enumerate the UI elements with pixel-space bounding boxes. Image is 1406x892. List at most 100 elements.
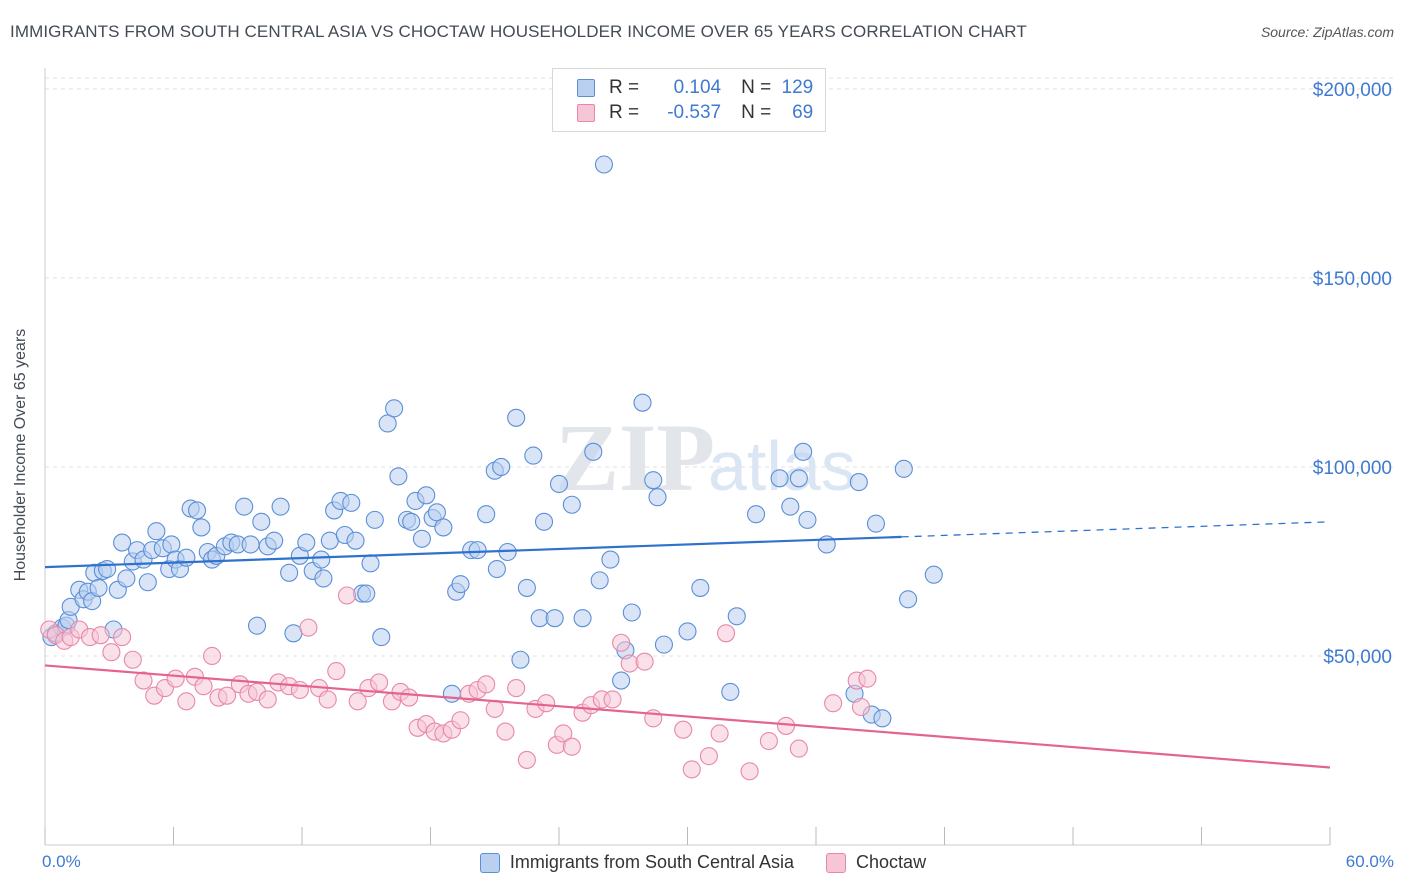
data-point-blue xyxy=(147,522,166,541)
data-point-pink xyxy=(759,731,778,751)
data-point-blue xyxy=(507,408,526,427)
data-point-blue xyxy=(678,622,697,641)
data-point-blue xyxy=(781,497,800,516)
data-point-blue xyxy=(873,709,892,728)
data-point-blue xyxy=(633,393,652,412)
data-point-pink xyxy=(370,673,389,692)
data-point-blue xyxy=(517,578,536,597)
data-point-pink xyxy=(337,586,357,605)
data-point-pink xyxy=(258,690,277,709)
data-point-pink xyxy=(620,654,639,673)
data-point-blue xyxy=(314,569,333,588)
data-point-blue xyxy=(113,533,132,552)
data-point-blue xyxy=(442,684,461,703)
data-point-blue xyxy=(361,554,380,573)
data-point-blue xyxy=(511,650,530,669)
data-point-blue xyxy=(648,488,667,507)
grid xyxy=(45,77,1395,657)
legend-r-value: -0.537 xyxy=(667,102,722,123)
data-point-pink xyxy=(134,671,153,690)
legend-r-label: R = xyxy=(609,102,640,123)
data-point-blue xyxy=(312,550,331,569)
data-point-pink xyxy=(612,633,631,652)
data-point-blue xyxy=(177,548,196,567)
data-point-pink xyxy=(562,737,581,756)
data-point-pink xyxy=(517,750,536,769)
source-label: Source: ZipAtlas.com xyxy=(1260,24,1394,40)
trend-lines xyxy=(44,521,1331,769)
data-point-pink xyxy=(327,662,346,681)
data-point-pink xyxy=(203,646,222,666)
data-point-pink xyxy=(776,716,796,735)
data-point-pink xyxy=(348,692,367,711)
data-point-blue xyxy=(451,575,470,594)
data-point-blue xyxy=(385,399,404,418)
data-point-blue xyxy=(342,493,361,512)
data-point-blue xyxy=(117,569,136,588)
data-point-blue xyxy=(417,486,436,505)
data-point-pink xyxy=(166,669,185,688)
data-point-blue xyxy=(849,473,868,492)
data-point-pink xyxy=(217,686,237,705)
legend-row-blue: R = 0.104 N = 129 xyxy=(577,77,813,99)
data-point-blue xyxy=(866,514,886,533)
data-point-blue xyxy=(562,495,581,514)
legend-label: Immigrants from South Central Asia xyxy=(509,852,795,872)
legend-n-value: 69 xyxy=(792,102,814,123)
data-point-blue xyxy=(746,505,766,524)
data-point-blue xyxy=(691,578,710,597)
data-point-blue xyxy=(798,510,817,529)
data-point-pink xyxy=(507,679,526,698)
data-point-blue xyxy=(280,563,299,582)
data-point-blue xyxy=(549,474,569,494)
data-point-pink xyxy=(710,724,729,743)
series-legend: Immigrants from South Central Asia Choct… xyxy=(0,852,1406,873)
data-point-pink xyxy=(451,711,470,730)
data-point-pink xyxy=(635,652,654,671)
data-point-blue xyxy=(389,467,408,486)
data-point-blue xyxy=(594,155,614,174)
data-point-pink xyxy=(537,694,556,713)
legend-swatch-pink xyxy=(577,104,595,122)
data-point-blue xyxy=(477,505,496,524)
legend-r-value: 0.104 xyxy=(673,77,722,98)
data-point-pink xyxy=(699,747,718,766)
legend-r-label: R = xyxy=(609,77,640,98)
data-point-blue xyxy=(265,531,284,550)
data-point-blue xyxy=(789,469,808,488)
data-point-pink xyxy=(554,724,573,743)
y-tick-label: $150,000 xyxy=(1313,269,1392,290)
watermark-zip: ZIP xyxy=(555,404,715,511)
data-point-blue xyxy=(412,529,431,548)
data-point-blue xyxy=(357,584,376,603)
data-point-blue xyxy=(924,565,943,584)
x-tick-label-max: 60.0% xyxy=(1345,852,1394,871)
data-point-blue xyxy=(894,459,913,478)
data-point-blue xyxy=(162,535,181,554)
data-point-blue xyxy=(584,442,603,461)
data-point-pink xyxy=(858,669,877,688)
data-point-blue xyxy=(252,512,271,531)
series-pink-points xyxy=(40,586,877,781)
data-point-blue xyxy=(770,469,789,488)
data-point-pink xyxy=(400,688,419,707)
data-point-blue xyxy=(372,628,391,647)
data-point-blue xyxy=(727,607,746,626)
data-point-pink xyxy=(740,762,759,781)
data-point-pink xyxy=(674,720,693,739)
data-point-blue xyxy=(247,616,267,635)
data-point-pink xyxy=(485,699,504,718)
correlation-legend: R = 0.104 N = 129 R = -0.537 N = 69 xyxy=(552,68,826,132)
data-point-blue xyxy=(402,512,421,531)
chart-title: IMMIGRANTS FROM SOUTH CENTRAL ASIA VS CH… xyxy=(10,22,1027,41)
legend-item-blue: Immigrants from South Central Asia xyxy=(479,852,795,873)
data-point-pink xyxy=(91,626,110,645)
data-point-blue xyxy=(427,503,446,522)
data-point-blue xyxy=(89,578,108,597)
data-point-blue xyxy=(622,603,641,622)
data-point-blue xyxy=(378,414,397,433)
data-point-pink xyxy=(177,692,196,711)
axes xyxy=(44,68,1331,846)
data-point-pink xyxy=(603,690,622,709)
data-point-blue xyxy=(601,550,620,569)
